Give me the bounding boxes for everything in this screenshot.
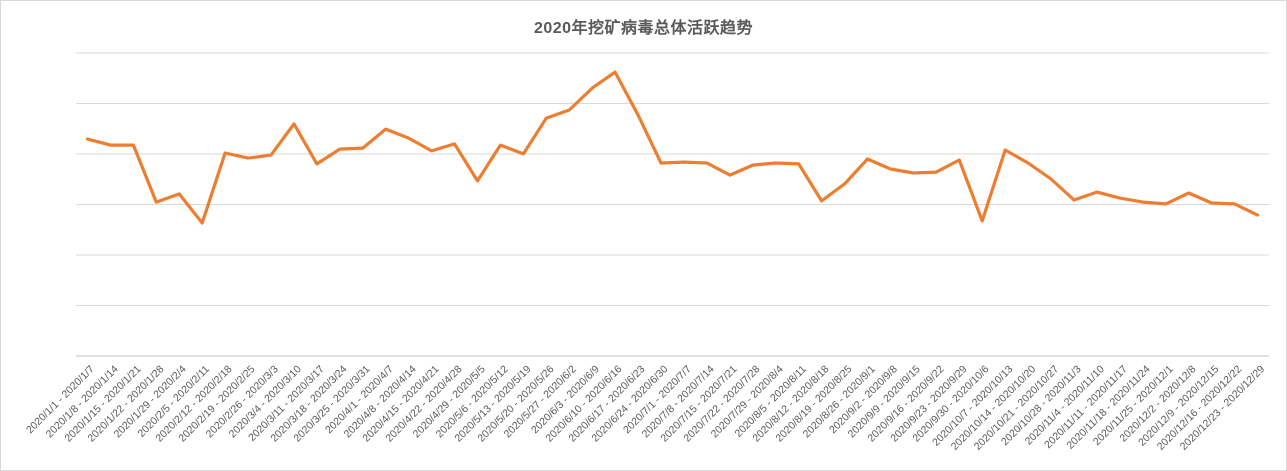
chart-title: 2020年挖矿病毒总体活跃趋势 [533, 20, 754, 37]
trend-line-series [85, 70, 1260, 225]
